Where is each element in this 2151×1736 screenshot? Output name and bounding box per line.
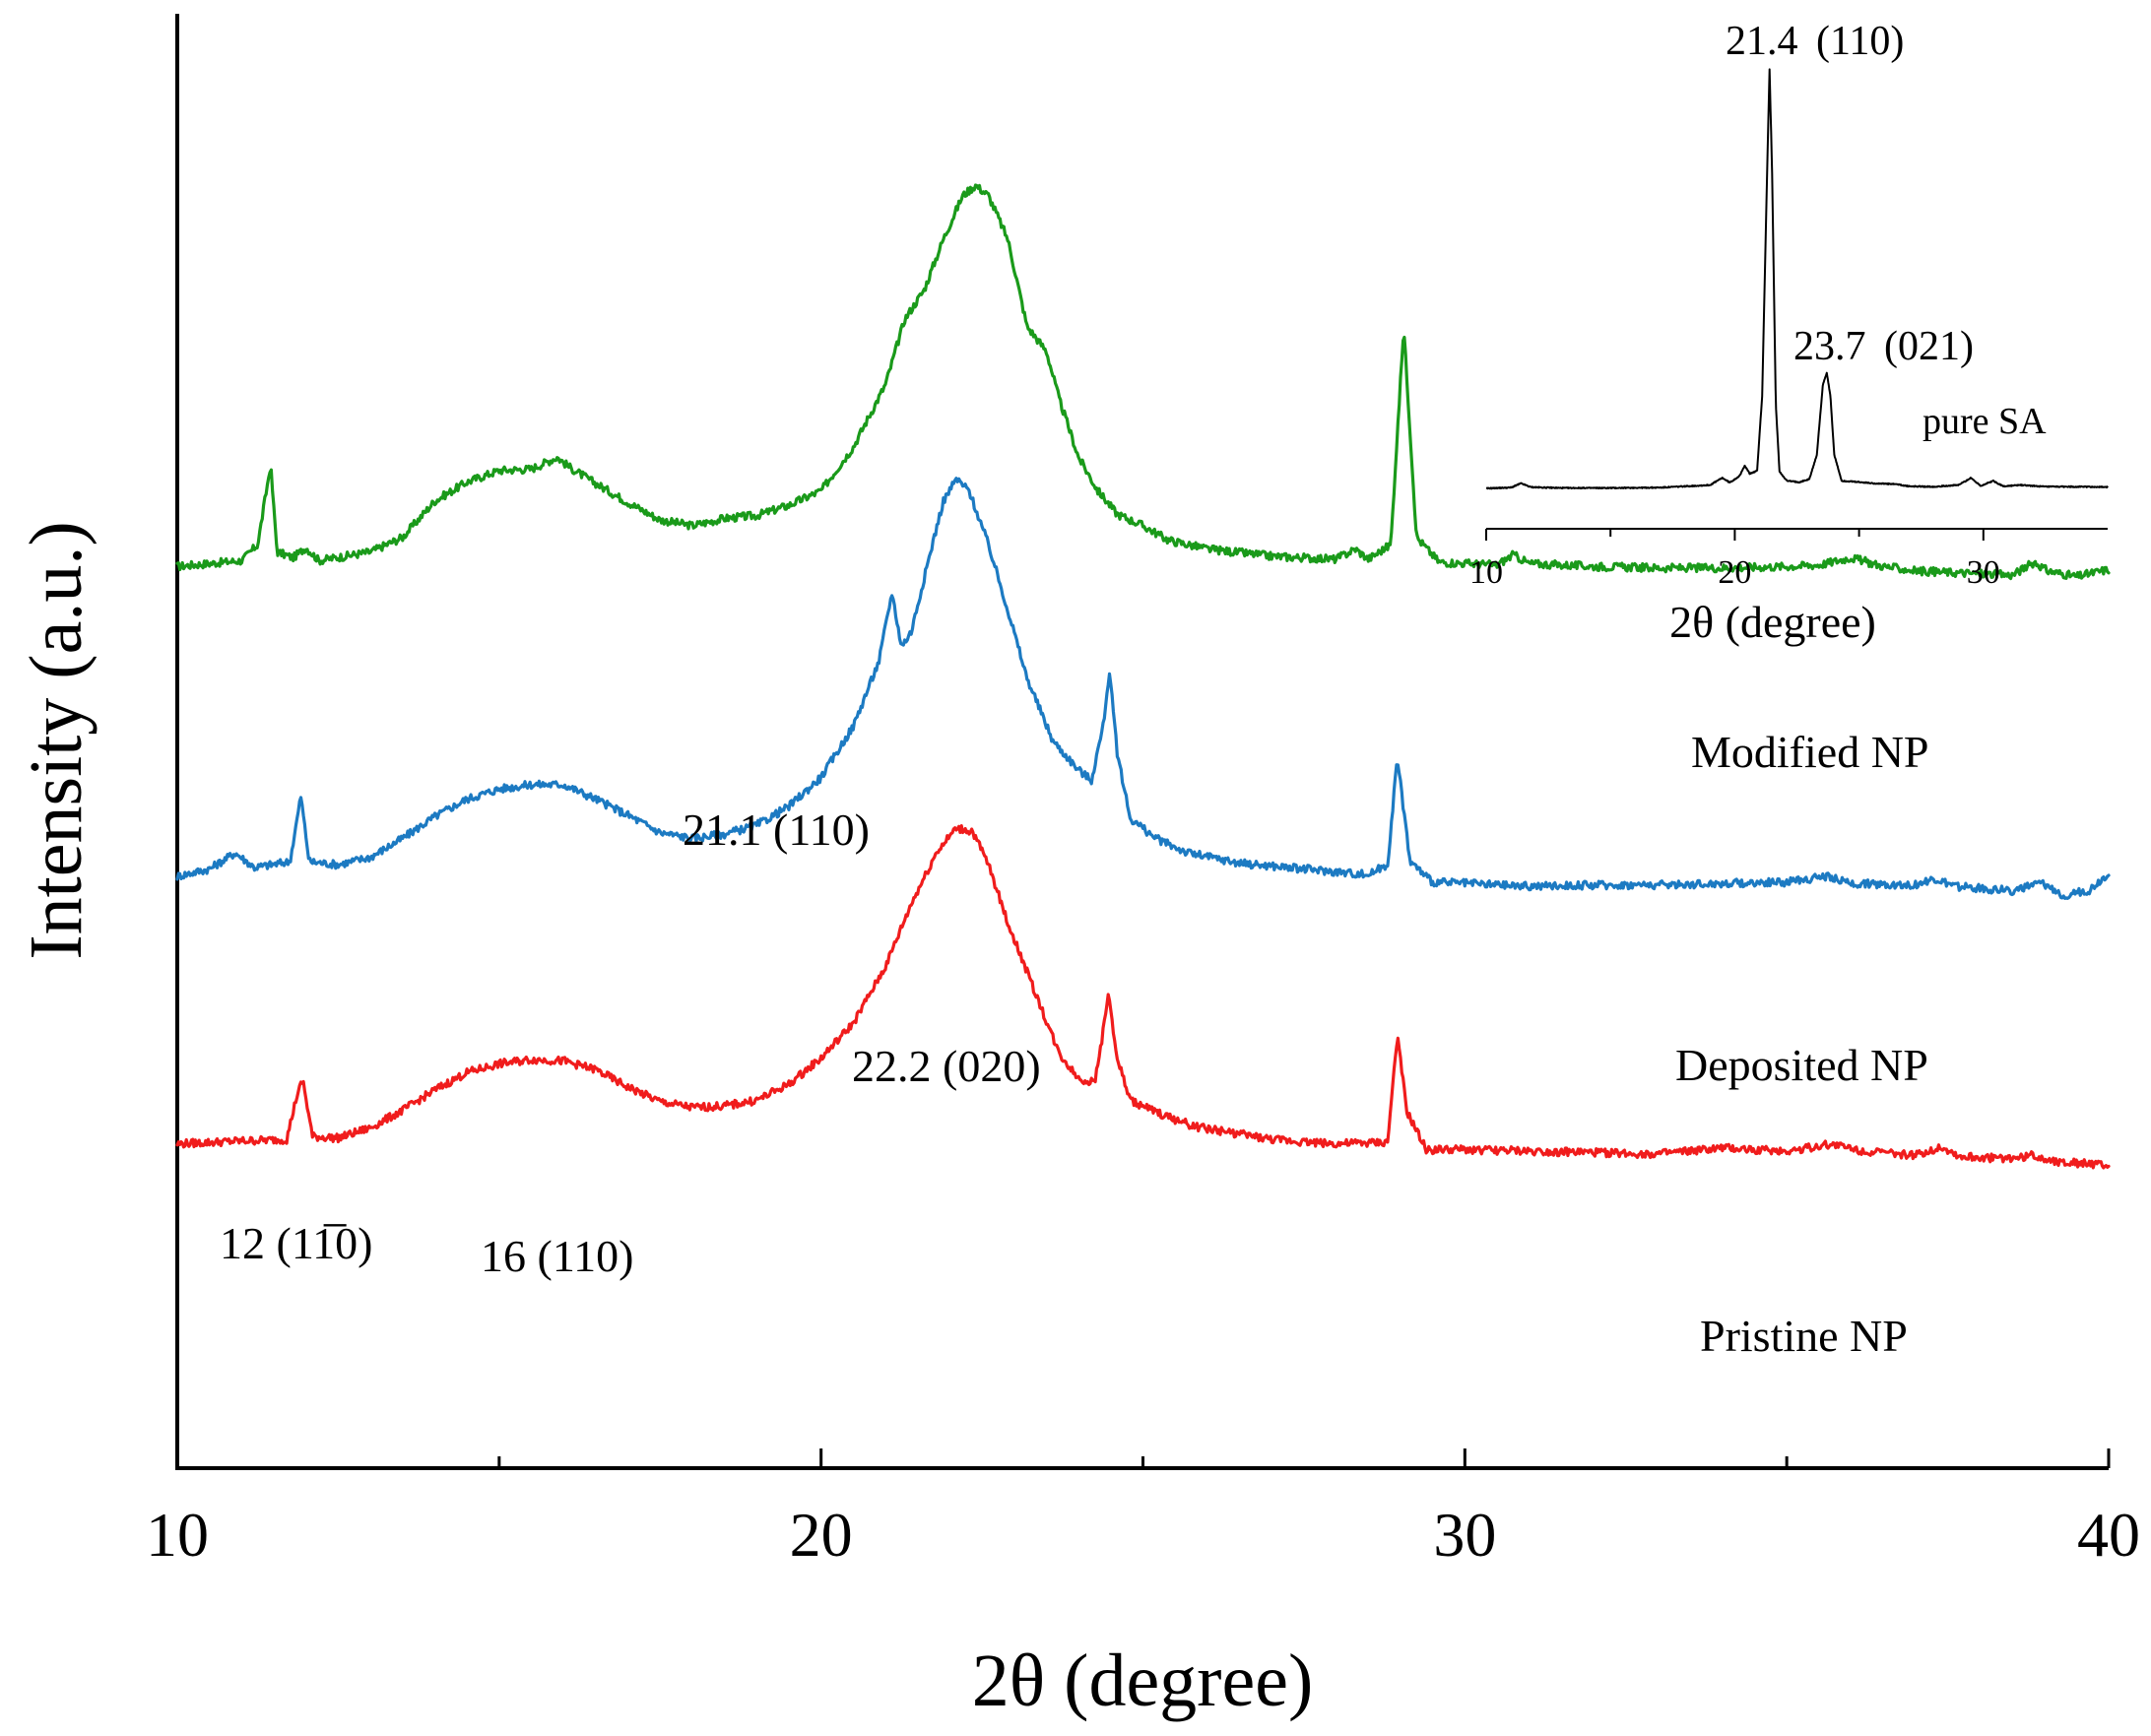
inset-x-tick-label: 20 xyxy=(1718,554,1751,591)
inset-peak-label-021: (021) xyxy=(1884,324,1974,369)
peak-label-16: 16 (110) xyxy=(481,1231,633,1281)
main-x-axis-title: 2θ (degree) xyxy=(972,1640,1314,1722)
series-label-modified: Modified NP xyxy=(1691,727,1929,777)
inset-peak-label-110: (110) xyxy=(1816,19,1904,64)
inset-plot: 10 20 30 2θ (degree) 21.4 (110) 23.7 (021)… xyxy=(1469,19,2109,647)
x-tick-label: 10 xyxy=(146,1500,209,1570)
x-tick-label: 20 xyxy=(790,1500,853,1570)
inset-x-tick-label: 30 xyxy=(1967,554,2000,591)
trace-pure-sa xyxy=(1485,68,2109,490)
inset-x-tick-label: 10 xyxy=(1469,554,1503,591)
inset-x-axis-title: 2θ (degree) xyxy=(1669,597,1876,647)
peak-label-21-1: 21.1 (110) xyxy=(683,804,870,855)
series-label-deposited: Deposited NP xyxy=(1675,1040,1928,1090)
peak-label-22-2: 22.2 (020) xyxy=(852,1041,1041,1091)
x-tick-label: 30 xyxy=(1433,1500,1496,1570)
peak-label-12: 12 (11̅0) xyxy=(220,1218,372,1268)
inset-series-label-pure-sa: pure SA xyxy=(1923,401,2047,442)
inset-peak-label-23-7: 23.7 xyxy=(1793,324,1866,369)
trace-deposited-np xyxy=(175,477,2111,900)
main-plot: 10 20 30 40 2θ (degree) Intensity (a.u.) Mo… xyxy=(15,14,2140,1722)
x-tick-label: 40 xyxy=(2077,1500,2140,1570)
trace-modified-np xyxy=(175,183,2111,581)
inset-peak-label-21-4: 21.4 xyxy=(1726,19,1798,64)
series-label-pristine: Pristine NP xyxy=(1700,1311,1908,1361)
main-y-axis-title: Intensity (a.u.) xyxy=(15,521,98,959)
trace-pristine-np xyxy=(175,824,2111,1170)
